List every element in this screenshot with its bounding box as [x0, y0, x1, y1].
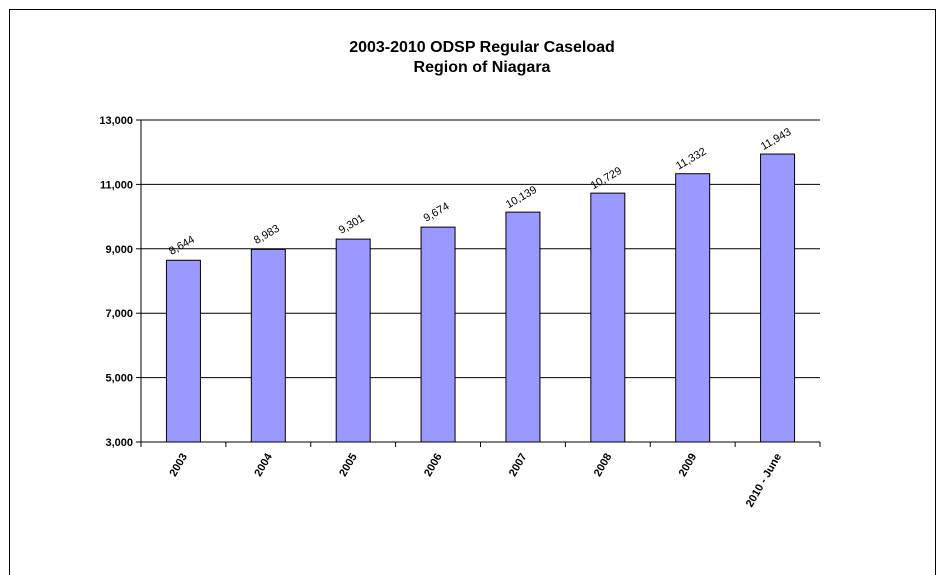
x-tick-label: 2003 [167, 452, 190, 479]
y-tick-label: 9,000 [105, 244, 133, 256]
data-label: 9,301 [337, 212, 367, 236]
y-tick-label: 5,000 [105, 373, 133, 385]
bar [505, 211, 541, 443]
y-tick-label: 3,000 [105, 437, 133, 449]
y-axis-ticks: 3,000 5,000 7,000 9,000 11,000 13,000 [99, 115, 141, 449]
bar [590, 192, 626, 443]
y-tick-label: 13,000 [99, 115, 133, 127]
bar [420, 226, 456, 443]
data-label: 8,983 [252, 223, 282, 247]
bar [335, 238, 371, 443]
data-label: 8,644 [167, 234, 197, 258]
x-tick-label: 2008 [592, 452, 615, 479]
x-tick-label: 2004 [252, 451, 275, 479]
bar [675, 173, 711, 443]
data-label: 9,674 [422, 200, 452, 224]
y-tick-label: 11,000 [100, 179, 133, 191]
bars [165, 153, 796, 443]
x-tick-label: 2007 [507, 452, 530, 479]
bar [165, 259, 201, 443]
data-label: 10,139 [504, 184, 539, 211]
gridlines [141, 119, 820, 379]
axes [140, 120, 821, 447]
data-label: 11,332 [674, 146, 708, 173]
x-tick-label: 2005 [337, 452, 360, 479]
x-axis-ticks: 2003 2004 2005 2006 2007 2008 2009 2010 - June [167, 451, 784, 510]
chart-title-line2: Region of Niagara [414, 59, 551, 76]
x-tick-label: 2009 [677, 452, 700, 479]
data-label: 11,943 [759, 126, 793, 153]
x-tick-label: 2006 [422, 452, 445, 479]
chart-title-line1: 2003-2010 ODSP Regular Caseload [349, 39, 615, 56]
y-tick-label: 7,000 [105, 308, 133, 320]
data-label: 10,729 [589, 165, 624, 192]
bar [250, 248, 286, 443]
bar [760, 153, 796, 443]
x-tick-label: 2010 - June [744, 452, 784, 510]
